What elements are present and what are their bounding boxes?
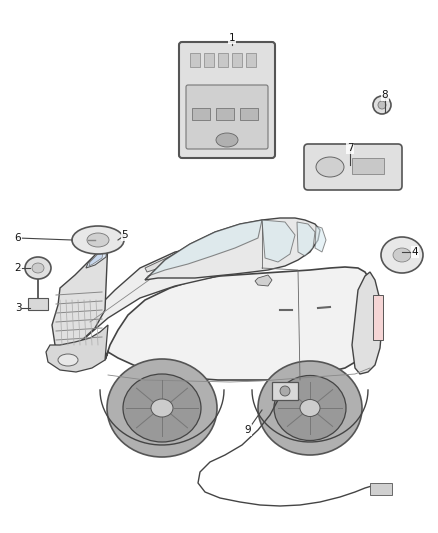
Polygon shape — [86, 243, 108, 268]
Bar — [218, 53, 228, 67]
Text: 5: 5 — [122, 230, 128, 240]
Bar — [352, 158, 384, 174]
Polygon shape — [46, 325, 108, 372]
Text: 6: 6 — [15, 233, 21, 243]
Polygon shape — [78, 242, 260, 342]
Bar — [216, 108, 234, 120]
Polygon shape — [262, 220, 295, 262]
Polygon shape — [352, 272, 382, 374]
Ellipse shape — [58, 354, 78, 366]
Text: 3: 3 — [15, 303, 21, 313]
Ellipse shape — [87, 233, 109, 247]
Ellipse shape — [32, 263, 44, 273]
Text: 7: 7 — [347, 143, 353, 153]
Ellipse shape — [373, 96, 391, 114]
Text: 8: 8 — [381, 90, 389, 100]
FancyBboxPatch shape — [186, 85, 268, 149]
Ellipse shape — [25, 257, 51, 279]
Ellipse shape — [300, 400, 320, 416]
Bar — [272, 382, 298, 400]
Polygon shape — [297, 222, 315, 256]
Text: 2: 2 — [15, 263, 21, 273]
Polygon shape — [255, 275, 272, 286]
Bar — [232, 53, 242, 67]
Polygon shape — [145, 218, 320, 280]
Polygon shape — [89, 246, 104, 266]
Ellipse shape — [107, 359, 217, 457]
Ellipse shape — [393, 248, 411, 262]
FancyBboxPatch shape — [179, 42, 275, 158]
Bar — [370, 483, 392, 495]
Ellipse shape — [274, 376, 346, 440]
Bar — [246, 53, 256, 67]
Bar — [373, 295, 383, 340]
Polygon shape — [315, 226, 326, 252]
Bar — [204, 53, 214, 67]
Polygon shape — [145, 220, 262, 280]
Bar — [190, 53, 200, 67]
Ellipse shape — [72, 226, 124, 254]
Bar — [192, 108, 210, 120]
FancyBboxPatch shape — [304, 144, 402, 190]
Text: 1: 1 — [229, 33, 235, 43]
Bar — [240, 108, 258, 120]
Ellipse shape — [123, 374, 201, 442]
Polygon shape — [52, 240, 108, 350]
Polygon shape — [105, 267, 372, 380]
Ellipse shape — [316, 157, 344, 177]
Ellipse shape — [381, 237, 423, 273]
Ellipse shape — [258, 361, 362, 455]
Text: 9: 9 — [245, 425, 251, 435]
Ellipse shape — [378, 101, 386, 109]
Polygon shape — [145, 245, 248, 272]
Bar — [28, 298, 48, 310]
Ellipse shape — [280, 386, 290, 396]
Text: 4: 4 — [412, 247, 418, 257]
Ellipse shape — [151, 399, 173, 417]
Ellipse shape — [216, 133, 238, 147]
